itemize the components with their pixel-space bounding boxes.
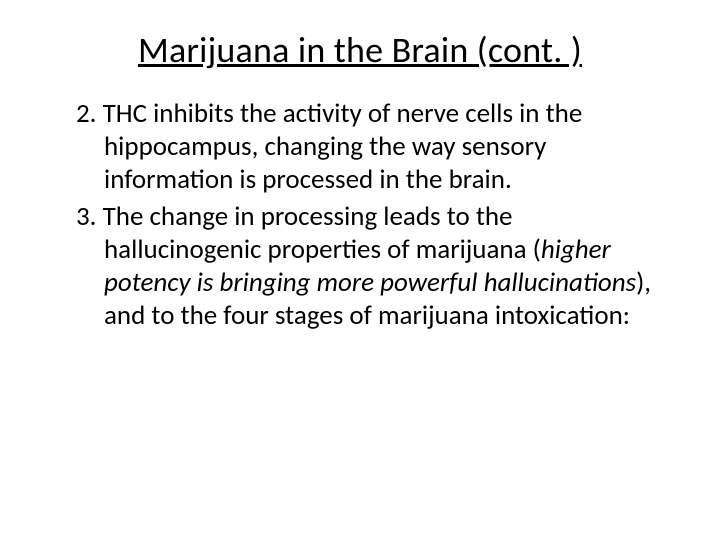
slide-body: 2. THC inhibits the activity of nerve ce… <box>44 98 676 333</box>
list-item: 3. The change in processing leads to the… <box>44 201 676 333</box>
list-marker: 2. <box>76 97 103 130</box>
slide-title: Marijuana in the Brain (cont. ) <box>44 28 676 72</box>
body-text: The change in processing leads to the ha… <box>103 200 541 266</box>
list-item: 2. THC inhibits the activity of nerve ce… <box>44 98 676 197</box>
list-marker: 3. <box>76 200 103 233</box>
body-text: THC inhibits the activity of nerve cells… <box>103 97 583 196</box>
